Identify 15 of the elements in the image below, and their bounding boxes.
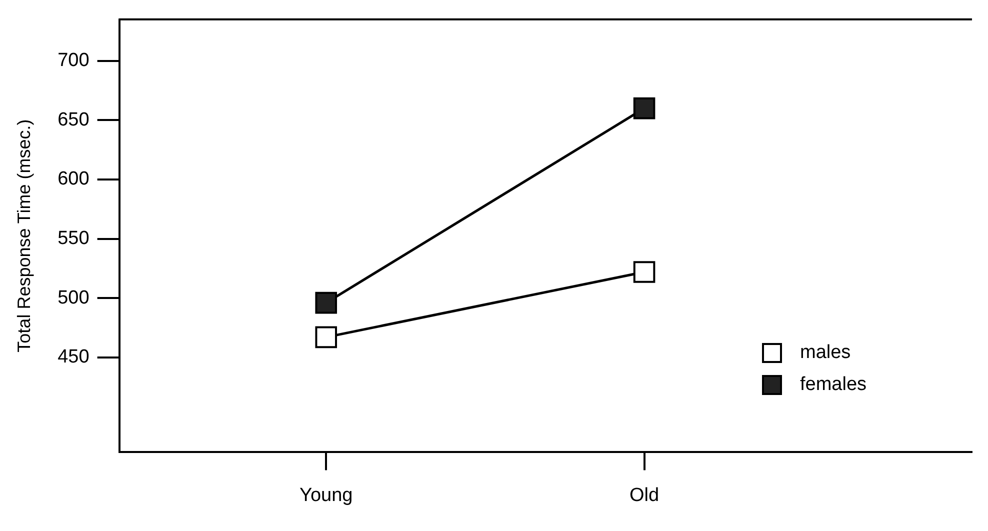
x-tick-label: Old (629, 484, 660, 506)
y-tick-label: 450 (58, 346, 90, 368)
y-axis-title: Total Response Time (msec.) (14, 119, 34, 352)
x-tick-label: Young (300, 484, 353, 506)
y-tick-label: 500 (58, 287, 90, 308)
point (633, 261, 656, 283)
point (315, 292, 338, 314)
y-tick-label: 600 (58, 168, 90, 190)
y-tick-label: 550 (58, 228, 90, 249)
point (633, 97, 656, 120)
legend-label: females (800, 374, 867, 396)
point (315, 326, 338, 348)
legend-label: males (800, 342, 851, 364)
y-tick-label: 650 (58, 109, 90, 130)
y-tick-label: 700 (58, 50, 90, 72)
